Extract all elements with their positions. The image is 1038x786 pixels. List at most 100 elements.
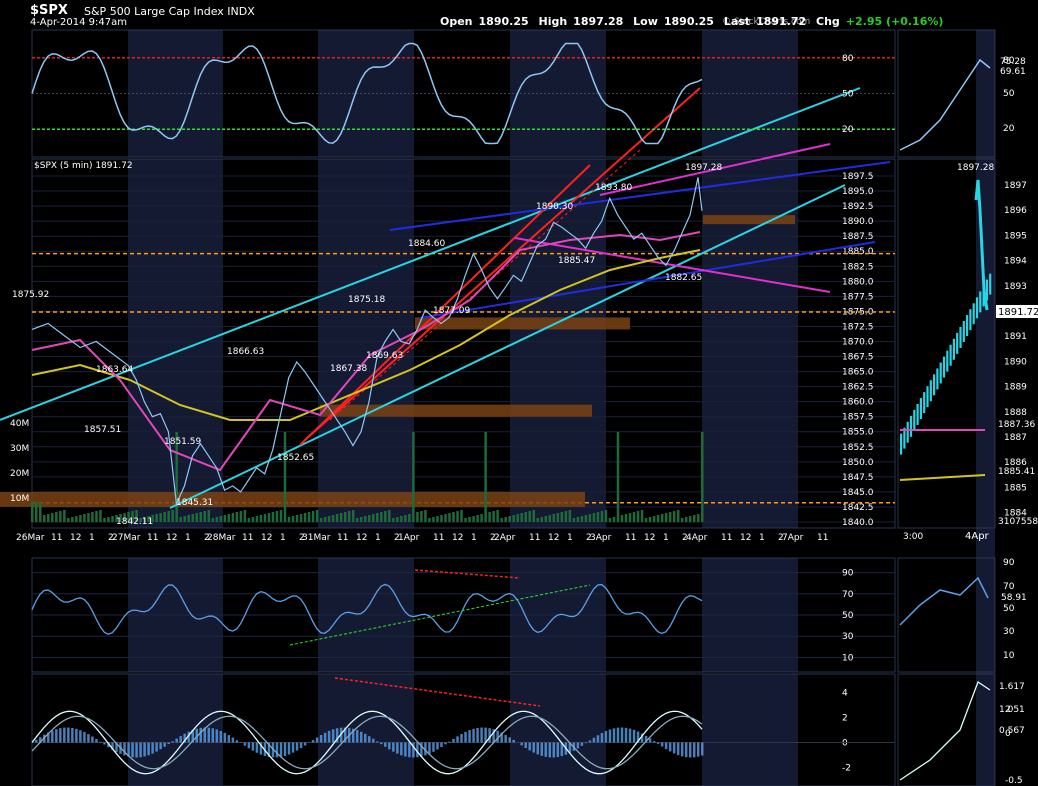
macd-histogram-bar: [235, 740, 239, 743]
macd-histogram-bar: [600, 733, 604, 743]
volume-bar: [363, 516, 367, 522]
x-axis-label: 2: [204, 533, 210, 543]
macd-histogram-bar: [596, 735, 600, 743]
volume-bar: [512, 515, 515, 522]
price-annotation-label: 1857.51: [84, 425, 121, 435]
volume-bar: [660, 514, 664, 522]
chg-value: +2.95 (+0.16%): [845, 15, 944, 28]
side-macd-line: [899, 681, 991, 781]
price-tick-label: 1885.0: [842, 247, 874, 257]
macd-histogram-bar: [355, 730, 359, 743]
side-candle: [979, 291, 982, 313]
macd-histogram-bar: [287, 742, 291, 755]
x-axis-label: 11: [337, 533, 348, 543]
side-candle: [956, 332, 959, 354]
macd-histogram-bar: [464, 731, 467, 743]
volume-bar: [87, 513, 90, 522]
side-candle: [919, 398, 922, 420]
x-axis-label: 7Apr: [782, 533, 804, 543]
red-trendline-rsi: [304, 87, 701, 441]
macd-histogram-bar: [392, 742, 395, 752]
macd-histogram-bar: [544, 742, 548, 757]
macd-histogram-bar: [359, 731, 363, 743]
rsi-bottom-tick-label: 90: [842, 569, 854, 579]
side-candle: [936, 368, 939, 390]
macd-histogram-bar: [552, 742, 556, 758]
macd-tick-label: 4: [842, 689, 848, 699]
volume-bar: [103, 518, 106, 522]
macd-histogram-bar: [179, 736, 182, 743]
volume-bar: [504, 517, 507, 522]
price-tick-label: 1895.0: [842, 187, 874, 197]
side-panel-border-macd: [897, 673, 996, 786]
volume-bar: [432, 517, 435, 522]
macd-histogram-bar: [456, 736, 459, 743]
volume-bar: [71, 517, 74, 522]
volume-bar: [460, 510, 463, 522]
macd-histogram-bar: [368, 736, 371, 743]
volume-bar: [428, 518, 431, 522]
macd-histogram-bar: [83, 731, 86, 743]
macd-histogram-bar: [452, 738, 455, 743]
chart-header: $SPX S&P 500 Large Cap Index INDX 4-Apr-…: [0, 0, 1038, 30]
price-tick-label: 1855.0: [842, 428, 874, 438]
macd-histogram-bar: [343, 727, 347, 743]
macd-histogram-bar: [556, 742, 560, 758]
volume-bar: [163, 512, 166, 522]
macd-histogram-bar: [215, 729, 219, 743]
side-x-label: 4Apr: [965, 531, 990, 542]
macd-histogram-bar: [644, 735, 648, 743]
volume-bar: [279, 510, 283, 522]
macd-histogram-bar: [243, 742, 247, 746]
volume-bar: [327, 516, 331, 522]
volume-bar: [95, 511, 98, 522]
side-candle: [939, 362, 942, 384]
volume-bar: [564, 511, 568, 522]
x-axis-label: 2: [299, 533, 305, 543]
macd-histogram-bar: [440, 742, 443, 747]
x-axis-label: 11: [721, 533, 732, 543]
price-tick-label: 1862.5: [842, 383, 874, 393]
macd-histogram-bar: [151, 742, 154, 754]
volume-bar: [588, 514, 592, 522]
rsi-bottom-tick-label: 50: [842, 611, 854, 621]
volume-bar: [524, 512, 527, 522]
side-last-price-label: 1891.72: [998, 307, 1038, 318]
volume-bar: [560, 512, 564, 522]
macd-histogram-bar: [584, 742, 588, 744]
volume-bar: [135, 510, 138, 522]
side-candle: [969, 309, 972, 331]
volume-bar: [616, 432, 620, 522]
volume-bar: [580, 516, 584, 522]
volume-bar: [636, 511, 640, 522]
volume-bar: [456, 511, 459, 522]
cyan-channel-lower: [169, 184, 846, 509]
volume-bar: [227, 514, 231, 522]
macd-histogram-bar: [99, 741, 102, 743]
volume-bar: [187, 515, 190, 522]
rsi-support-line: [289, 584, 591, 646]
macd-histogram-bar: [472, 728, 475, 743]
side-price-tick: 1888: [1004, 408, 1027, 418]
macd-histogram-bar: [75, 728, 78, 743]
volume-bar: [83, 514, 86, 522]
side-rsi-top-tick: 50: [1003, 89, 1015, 99]
x-axis-label: 4Apr: [686, 533, 708, 543]
volume-bar: [648, 517, 652, 522]
x-axis-label: 26Mar: [16, 533, 45, 543]
side-macd-tick: -0.5: [1005, 776, 1023, 786]
macd-histogram-bar: [664, 742, 668, 750]
side-macd-value: 0.567: [999, 726, 1025, 736]
volume-bar: [548, 515, 552, 522]
red-trendline-steep: [299, 164, 591, 446]
volume-bar: [303, 513, 307, 522]
side-macd-value: 1.617: [999, 682, 1025, 692]
macd-histogram-bar: [339, 727, 343, 743]
supply-demand-zone: [320, 404, 592, 417]
macd-histogram-bar: [492, 729, 495, 743]
volume-tick-label: 30M: [10, 444, 29, 454]
macd-histogram-bar: [279, 742, 283, 757]
volume-bar: [392, 518, 395, 522]
price-tick-label: 1860.0: [842, 398, 874, 408]
volume-bar: [536, 518, 540, 522]
